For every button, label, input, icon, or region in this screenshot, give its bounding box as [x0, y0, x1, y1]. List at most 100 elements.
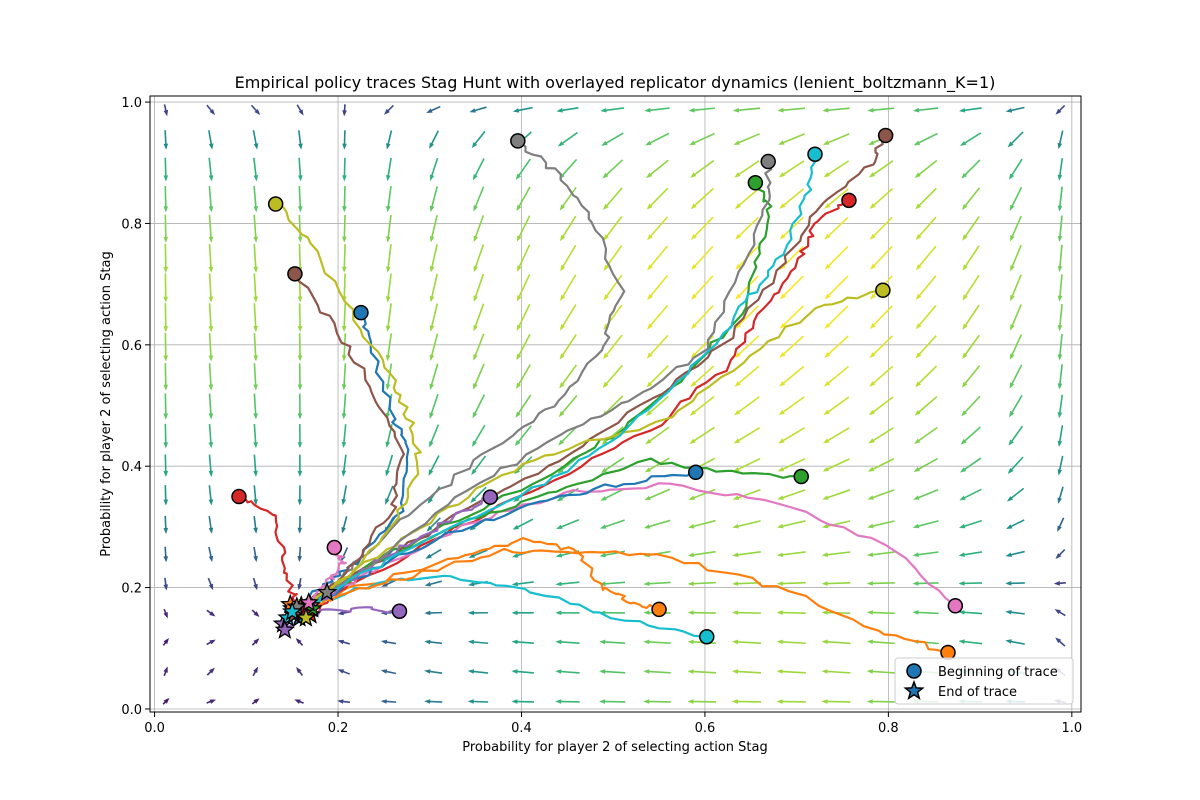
- quiver-arrowhead: [1005, 552, 1012, 557]
- quiver-arrowhead: [602, 381, 609, 388]
- quiver-arrow: [387, 244, 392, 271]
- quiver-arrow: [558, 456, 579, 473]
- quiver-arrowhead: [253, 527, 258, 534]
- quiver-arrowhead: [687, 699, 694, 704]
- quiver-arrow: [208, 214, 213, 241]
- quiver-arrowhead: [163, 413, 169, 420]
- quiver-arrow: [868, 520, 895, 528]
- quiver-arrowhead: [516, 265, 522, 272]
- quiver-arrow: [1009, 364, 1023, 388]
- quiver-arrowhead: [429, 325, 435, 332]
- trace-start-point: [875, 282, 891, 298]
- x-axis-label: Probability for player 2 of selecting ac…: [462, 740, 768, 755]
- quiver-arrow: [430, 186, 439, 211]
- quiver-arrowhead: [298, 109, 304, 116]
- quiver-arrow: [824, 427, 850, 444]
- quiver-arrowhead: [385, 498, 390, 505]
- quiver-arrowhead: [386, 205, 391, 213]
- quiver-arrowhead: [253, 666, 259, 674]
- quiver-arrow: [916, 305, 937, 329]
- quiver-arrow: [1009, 334, 1023, 359]
- quiver-arrow: [253, 185, 257, 211]
- quiver-arrowhead: [647, 323, 653, 330]
- quiver-arrowhead: [821, 639, 828, 645]
- quiver-arrowhead: [511, 610, 518, 616]
- x-tick-label: 0.0: [144, 721, 165, 736]
- quiver-arrowhead: [962, 234, 968, 241]
- quiver-arrowhead: [385, 383, 391, 391]
- quiver-arrowhead: [473, 205, 478, 212]
- quiver-arrow: [647, 334, 669, 358]
- quiver-arrow: [603, 187, 623, 210]
- quiver-arrowhead: [961, 203, 968, 211]
- quiver-arrow: [823, 520, 851, 528]
- quiver-arrowhead: [386, 174, 391, 182]
- quiver-arrowhead: [1057, 235, 1063, 243]
- quiver-arrowhead: [555, 699, 562, 704]
- trace-start-point: [760, 153, 776, 170]
- quiver-arrowhead: [516, 382, 522, 390]
- quiver-arrowhead: [559, 324, 566, 331]
- quiver-arrow: [387, 214, 392, 241]
- quiver-arrow: [823, 551, 851, 556]
- quiver-arrowhead: [1007, 467, 1014, 474]
- quiver-arrow: [298, 214, 302, 241]
- quiver-arrow: [559, 364, 578, 388]
- quiver-arrow: [735, 133, 760, 145]
- quiver-arrow: [824, 133, 850, 145]
- quiver-arrowhead: [163, 236, 169, 243]
- y-axis-label: Probability for player 2 of selecting ac…: [99, 251, 114, 557]
- quiver-arrow: [691, 187, 714, 209]
- quiver-arrow: [869, 458, 895, 472]
- quiver-arrowhead: [1057, 412, 1063, 419]
- quiver-arrowhead: [208, 355, 214, 362]
- quiver-arrowhead: [163, 355, 169, 362]
- quiver-arrowhead: [912, 581, 919, 586]
- quiver-arrow: [473, 273, 485, 301]
- quiver-arrowhead: [732, 581, 739, 586]
- quiver-arrow: [734, 611, 761, 614]
- quiver-arrowhead: [868, 140, 875, 145]
- quiver-arrowhead: [341, 527, 346, 534]
- quiver-arrow: [647, 245, 669, 270]
- quiver-arrowhead: [915, 323, 922, 330]
- quiver-arrow: [691, 275, 714, 299]
- quiver-arrowhead: [779, 322, 786, 329]
- quiver-arrow: [778, 489, 806, 500]
- quiver-arrowhead: [824, 293, 831, 300]
- quiver-arrowhead: [776, 699, 783, 704]
- quiver-arrow: [825, 188, 849, 209]
- quiver-arrow: [734, 551, 761, 557]
- trace-end-point: [298, 591, 319, 612]
- quiver-arrowhead: [647, 234, 653, 241]
- quiver-arrowhead: [429, 266, 435, 273]
- quiver-arrowhead: [776, 552, 784, 558]
- quiver-arrow: [962, 395, 981, 416]
- quiver-arrowhead: [687, 610, 694, 615]
- quiver-arrow: [916, 365, 938, 387]
- quiver-arrow: [914, 582, 939, 585]
- quiver-arrowhead: [778, 140, 785, 145]
- quiver-arrow: [164, 214, 167, 241]
- quiver-arrow: [780, 160, 805, 177]
- quiver-arrowhead: [1057, 469, 1063, 476]
- quiver-arrowhead: [960, 140, 967, 147]
- quiver-arrowhead: [253, 175, 259, 182]
- quiver-arrowhead: [253, 143, 259, 150]
- quiver-arrowhead: [600, 496, 607, 501]
- quiver-arrowhead: [208, 143, 214, 150]
- quiver-arrow: [779, 396, 805, 415]
- quiver-arrowhead: [913, 140, 921, 146]
- quiver-arrowhead: [424, 699, 431, 704]
- quiver-arrow: [915, 132, 938, 146]
- quiver-arrowhead: [469, 108, 476, 113]
- quiver-arrowhead: [688, 107, 695, 113]
- quiver-arrowhead: [209, 639, 216, 645]
- quiver-arrowhead: [555, 610, 562, 616]
- trace-start-point: [793, 468, 809, 485]
- quiver-arrow: [430, 273, 438, 301]
- quiver-arrow: [690, 107, 715, 112]
- trace-line: [309, 471, 697, 607]
- quiver-arrowhead: [380, 699, 387, 704]
- quiver-arrowhead: [777, 107, 784, 113]
